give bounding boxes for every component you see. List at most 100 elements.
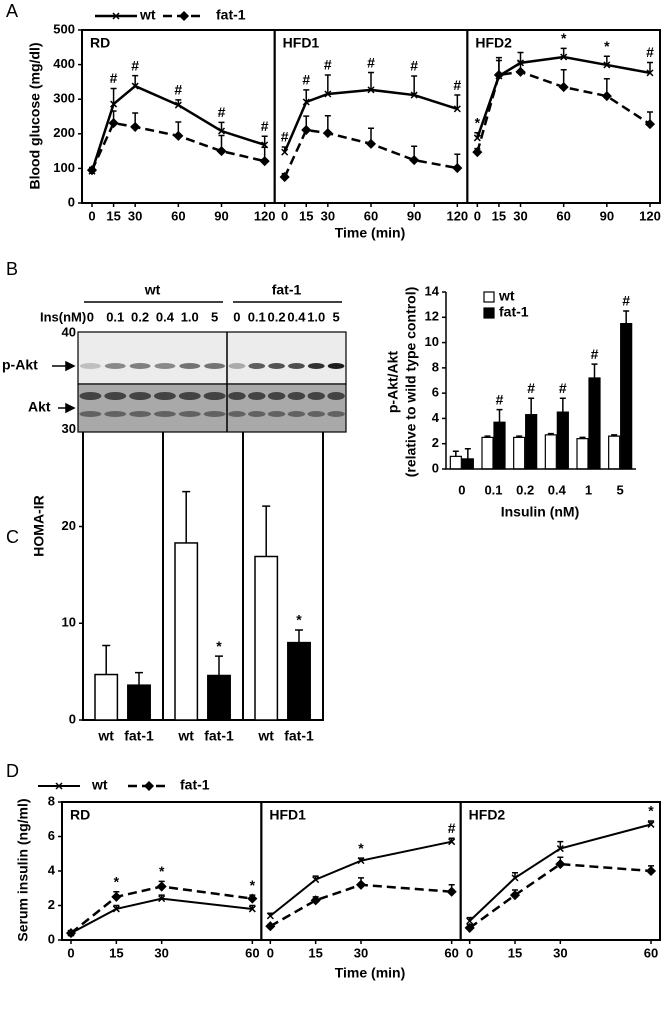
lane-label: 0 xyxy=(87,309,94,324)
y-tick-label: 30 xyxy=(62,421,76,436)
error-bar xyxy=(603,55,610,65)
annotation: * xyxy=(250,877,256,893)
blot-band xyxy=(178,392,201,400)
marker xyxy=(111,891,122,902)
marker xyxy=(601,91,612,102)
y-tick-label: 100 xyxy=(53,160,75,175)
marker xyxy=(555,859,566,870)
marker xyxy=(143,780,155,792)
marker xyxy=(511,874,519,882)
marker xyxy=(410,91,418,99)
y-tick-label: 2 xyxy=(432,435,439,450)
y-tick-label: 40 xyxy=(62,324,76,339)
legend-label: fat-1 xyxy=(180,777,210,793)
marker xyxy=(473,134,481,142)
x-tick-label: fat-1 xyxy=(204,728,234,744)
lane-label: 0.4 xyxy=(156,309,175,324)
marker xyxy=(357,857,365,865)
blot-band xyxy=(327,363,345,369)
x-tick-label: 30 xyxy=(553,945,567,960)
annotation: * xyxy=(216,638,222,654)
panel-title: RD xyxy=(70,807,90,823)
annotation: # xyxy=(174,82,182,98)
blot-band xyxy=(267,411,286,417)
annotation: * xyxy=(561,30,567,46)
bar xyxy=(544,434,557,470)
error-bar xyxy=(110,87,117,105)
panel-letter: C xyxy=(6,527,19,547)
x-tick-label: 15 xyxy=(106,208,120,223)
error-bar xyxy=(623,310,630,324)
error-bar xyxy=(262,505,271,557)
y-axis-label: HOMA-IR xyxy=(31,495,47,556)
panel-title: HFD1 xyxy=(269,807,306,823)
y-axis-label: Blood glucose (mg/dl) xyxy=(27,43,43,190)
y-tick-label: 14 xyxy=(425,283,440,298)
blot-band xyxy=(248,363,266,369)
marker xyxy=(110,100,118,108)
blot-band xyxy=(228,392,246,400)
blot-band xyxy=(204,363,226,369)
blot-band xyxy=(268,363,285,369)
lane-label: 1.0 xyxy=(307,309,325,324)
blot-band xyxy=(104,411,127,417)
marker xyxy=(173,130,184,141)
lane-label: 0.1 xyxy=(248,309,266,324)
legend-label: fat-1 xyxy=(216,7,246,23)
legend-swatch xyxy=(483,307,495,319)
bar xyxy=(254,555,279,721)
marker xyxy=(281,148,289,156)
marker xyxy=(248,905,256,913)
marker xyxy=(265,921,276,932)
error-bar xyxy=(464,448,471,459)
blot-band xyxy=(179,363,201,369)
marker xyxy=(156,881,167,892)
x-tick-label: 60 xyxy=(644,945,658,960)
annotation: # xyxy=(410,58,418,74)
x-tick-label: 0 xyxy=(466,945,473,960)
y-tick-label: 6 xyxy=(48,828,55,843)
marker xyxy=(112,12,120,20)
lane-label: 0.1 xyxy=(106,309,124,324)
series-line xyxy=(468,823,652,922)
blot-band xyxy=(178,411,201,417)
x-tick-label: 15 xyxy=(308,945,322,960)
annotation: # xyxy=(110,70,118,86)
marker xyxy=(65,928,77,939)
marker xyxy=(130,121,141,132)
annotation: # xyxy=(367,54,375,70)
annotation: # xyxy=(591,346,599,362)
marker xyxy=(112,905,120,913)
error-bar xyxy=(591,363,598,378)
marker xyxy=(158,895,166,903)
blot-band xyxy=(287,411,306,417)
y-tick-label: 10 xyxy=(62,615,76,630)
panel-title: HFD2 xyxy=(475,35,512,51)
marker xyxy=(556,845,564,853)
y-tick-label: 8 xyxy=(432,359,439,374)
bar xyxy=(174,542,199,721)
marker xyxy=(301,124,312,136)
series-line xyxy=(269,883,452,928)
panel-title: RD xyxy=(90,35,110,51)
legend-label: fat-1 xyxy=(499,304,529,320)
x-tick-label: 90 xyxy=(214,208,228,223)
marker xyxy=(367,86,375,94)
marker xyxy=(55,782,63,790)
annotation: # xyxy=(448,820,456,836)
x-tick-label: 60 xyxy=(364,208,378,223)
y-tick-label: 8 xyxy=(48,793,55,808)
blot-band xyxy=(203,392,226,400)
blot-band xyxy=(129,392,152,400)
annotation: * xyxy=(114,873,120,889)
blot-band xyxy=(327,411,345,417)
blot-band xyxy=(307,411,325,417)
lane-label: 0.2 xyxy=(131,309,149,324)
y-tick-label: 400 xyxy=(53,56,75,71)
error-bar xyxy=(560,47,567,57)
bar xyxy=(525,414,538,470)
annotation: # xyxy=(218,104,226,120)
y-axis-label: Serum insulin (ng/ml) xyxy=(15,798,31,941)
panel-frame xyxy=(81,29,276,204)
marker xyxy=(86,165,98,176)
